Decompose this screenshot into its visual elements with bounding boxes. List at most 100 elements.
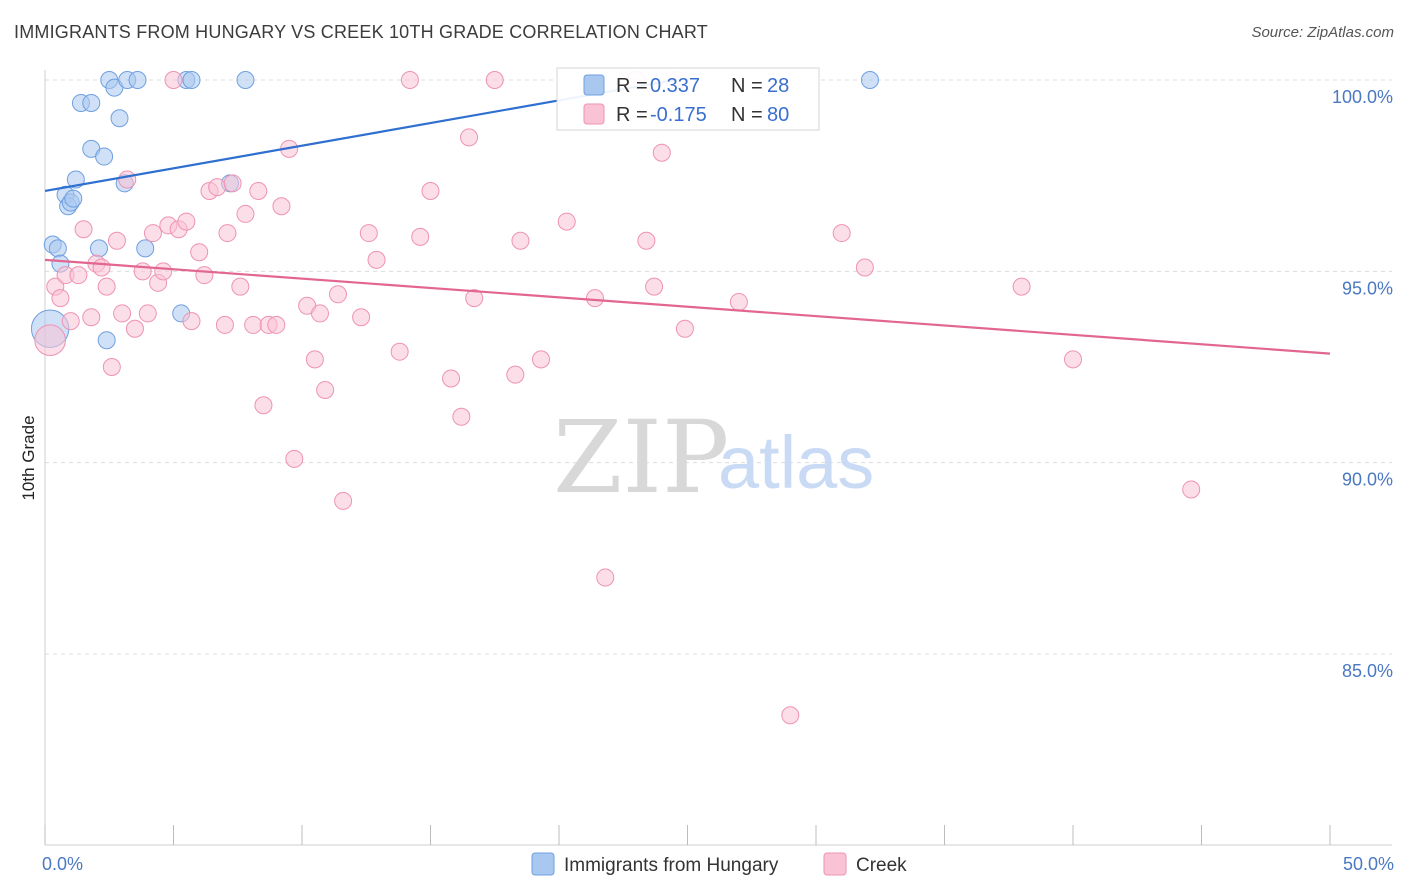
creek-point-59	[465, 289, 484, 308]
creek-point-57	[452, 407, 471, 426]
bottom-legend-label-creek: Creek	[856, 855, 907, 876]
legend-swatch-hungary	[583, 74, 605, 96]
creek-point-26	[190, 243, 209, 262]
creek-point-51	[367, 250, 386, 269]
creek-point-25	[182, 312, 201, 331]
watermark-atlas: atlas	[718, 421, 874, 504]
legend-r-key-creek: R =	[616, 104, 648, 126]
creek-point-11	[102, 358, 121, 376]
bottom-legend-label-hungary: Immigrants from Hungary	[564, 855, 779, 876]
creek-point-66	[596, 568, 615, 587]
creek-point-36	[249, 181, 268, 200]
hungary-point-24	[182, 71, 201, 89]
hungary-point-26	[236, 71, 255, 89]
creek-point-37	[254, 396, 273, 415]
creek-point-45	[310, 304, 329, 323]
creek-point-42	[285, 449, 304, 468]
creek-point-62	[511, 231, 530, 250]
hungary-point-14	[97, 331, 116, 350]
creek-point-68	[637, 231, 656, 250]
x-tick-label-1: 50.0%	[1343, 854, 1394, 874]
creek-point-5	[69, 266, 88, 285]
creek-point-77	[1064, 350, 1082, 369]
creek-point-16	[133, 262, 152, 281]
creek-point-39	[267, 315, 286, 334]
creek-point-27	[195, 266, 214, 285]
creek-point-15	[125, 319, 144, 338]
legend-r-key-hungary: R =	[616, 75, 648, 97]
hungary-point-7	[64, 189, 83, 208]
creek-point-44	[305, 350, 324, 369]
creek-point-35	[244, 315, 263, 334]
creek-point-33	[231, 277, 250, 296]
y-tick-label-2: 90.0%	[1342, 470, 1393, 490]
creek-point-29	[208, 178, 227, 197]
creek-point-71	[675, 319, 694, 338]
legend-swatch-creek	[583, 103, 605, 125]
hungary-point-17	[110, 109, 129, 128]
creek-point-31	[218, 224, 237, 243]
legend-n-key-hungary: N =	[731, 75, 763, 97]
watermark-zip: ZIP	[553, 399, 729, 516]
bottom-legend-swatch-creek	[823, 852, 847, 876]
creek-point-70	[652, 143, 671, 162]
hungary-point-13	[95, 147, 114, 166]
hungary-point-20	[128, 71, 147, 89]
legend-n-key-creek: N =	[731, 104, 763, 126]
y-tick-label-1: 95.0%	[1342, 278, 1393, 298]
creek-point-72	[729, 292, 748, 311]
creek-point-32	[223, 174, 242, 193]
creek-point-53	[400, 71, 419, 89]
creek-point-17	[138, 304, 157, 323]
data-points	[30, 71, 1201, 725]
creek-point-73	[781, 706, 800, 725]
creek-point-34	[236, 204, 255, 223]
creek-point-9	[92, 258, 111, 277]
creek-point-12	[107, 231, 126, 250]
bottom-legend-swatch-hungary	[531, 852, 555, 876]
creek-point-69	[645, 277, 664, 296]
creek-point-20	[154, 262, 173, 281]
creek-point-22	[164, 71, 183, 89]
creek-trend-line	[44, 258, 1331, 355]
creek-point-63	[532, 350, 551, 369]
tick-labels: 100.0% 95.0% 90.0% 85.0% 0.0% 50.0%	[42, 87, 1394, 874]
creek-point-56	[442, 369, 461, 388]
creek-point-64	[557, 212, 576, 231]
creek-point-47	[328, 285, 347, 304]
legend-r-value-creek: -0.175	[650, 104, 707, 126]
creek-point-76	[1012, 277, 1031, 296]
source-label: Source: ZipAtlas.com	[1251, 24, 1394, 41]
creek-point-60	[485, 71, 504, 89]
legend-n-value-hungary: 28	[767, 75, 789, 97]
bottom-legend: Immigrants from Hungary Creek	[531, 852, 907, 876]
y-tick-label-0: 100.0%	[1332, 87, 1393, 107]
creek-point-4	[61, 312, 80, 331]
gridlines	[45, 79, 1392, 655]
watermark: ZIP atlas	[553, 399, 874, 516]
creek-point-18	[143, 224, 162, 243]
creek-point-13	[113, 304, 132, 323]
y-axis-label: 10th Grade	[19, 415, 38, 500]
creek-point-55	[421, 181, 440, 200]
y-tick-label-3: 85.0%	[1342, 661, 1393, 681]
creek-point-61	[506, 365, 525, 384]
axes	[44, 70, 1392, 846]
creek-point-24	[177, 212, 196, 231]
creek-point-52	[390, 342, 409, 361]
creek-point-14	[118, 170, 137, 189]
hungary-point-27	[860, 71, 879, 89]
hungary-point-2	[48, 239, 67, 258]
creek-point-75	[855, 258, 874, 277]
creek-point-65	[585, 289, 604, 308]
creek-point-7	[82, 308, 101, 327]
hungary-point-12	[89, 239, 108, 258]
hungary-point-10	[82, 93, 101, 112]
creek-point-49	[352, 308, 371, 327]
creek-point-40	[272, 197, 291, 216]
creek-point-74	[832, 224, 851, 243]
creek-point-0	[34, 324, 66, 357]
creek-point-58	[460, 128, 479, 147]
creek-point-30	[215, 315, 234, 334]
